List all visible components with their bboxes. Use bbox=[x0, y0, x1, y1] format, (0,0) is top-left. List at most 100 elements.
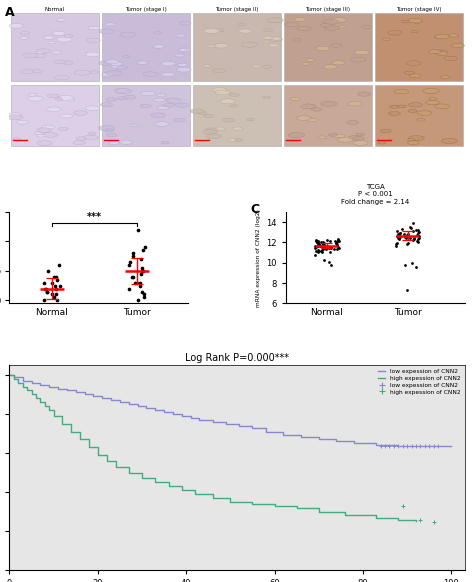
Point bbox=[404, 238, 412, 247]
Point bbox=[397, 228, 404, 237]
Circle shape bbox=[176, 68, 191, 72]
Circle shape bbox=[323, 65, 337, 69]
Circle shape bbox=[85, 52, 100, 56]
Circle shape bbox=[397, 105, 406, 108]
Circle shape bbox=[36, 51, 44, 54]
Point bbox=[403, 285, 410, 294]
Circle shape bbox=[230, 105, 238, 107]
Circle shape bbox=[423, 88, 439, 94]
Circle shape bbox=[220, 99, 236, 104]
Circle shape bbox=[161, 72, 175, 77]
Point bbox=[314, 247, 321, 257]
Circle shape bbox=[332, 61, 345, 65]
Circle shape bbox=[199, 112, 207, 115]
Point bbox=[396, 232, 404, 241]
Point bbox=[402, 231, 410, 240]
Point bbox=[54, 275, 61, 285]
Point bbox=[332, 239, 339, 248]
Circle shape bbox=[378, 141, 386, 144]
Point bbox=[326, 247, 333, 257]
Text: ***: *** bbox=[87, 212, 102, 222]
Point bbox=[319, 239, 327, 249]
Point bbox=[401, 233, 409, 243]
Circle shape bbox=[388, 31, 402, 35]
Circle shape bbox=[267, 17, 283, 23]
Circle shape bbox=[247, 118, 255, 121]
Point bbox=[324, 236, 331, 245]
Circle shape bbox=[175, 103, 189, 107]
Point bbox=[141, 243, 148, 252]
Circle shape bbox=[356, 133, 365, 136]
Text: TCGA
P < 0.001
Fold change = 2.14: TCGA P < 0.001 Fold change = 2.14 bbox=[341, 184, 410, 205]
Point bbox=[403, 230, 410, 240]
Circle shape bbox=[203, 65, 211, 68]
Point bbox=[43, 287, 51, 296]
Point bbox=[414, 235, 422, 244]
Point bbox=[312, 236, 320, 246]
Point bbox=[400, 229, 408, 239]
Circle shape bbox=[157, 106, 169, 109]
Circle shape bbox=[99, 29, 114, 34]
Point bbox=[417, 516, 424, 525]
Circle shape bbox=[318, 136, 327, 139]
Circle shape bbox=[241, 42, 258, 47]
Circle shape bbox=[106, 70, 122, 76]
Circle shape bbox=[434, 36, 443, 38]
Point bbox=[41, 284, 49, 293]
Circle shape bbox=[52, 51, 62, 54]
Point bbox=[138, 287, 146, 296]
Circle shape bbox=[137, 61, 148, 65]
Point bbox=[334, 240, 341, 250]
Point bbox=[137, 269, 145, 279]
Point bbox=[394, 229, 401, 238]
Circle shape bbox=[83, 135, 99, 140]
Circle shape bbox=[264, 29, 273, 31]
Point bbox=[134, 225, 142, 235]
Point bbox=[48, 290, 56, 299]
Circle shape bbox=[297, 116, 311, 120]
Circle shape bbox=[426, 101, 439, 105]
Circle shape bbox=[362, 26, 372, 29]
Circle shape bbox=[100, 102, 112, 107]
Circle shape bbox=[389, 112, 401, 115]
Point bbox=[325, 257, 333, 267]
Point bbox=[395, 234, 403, 243]
Point bbox=[333, 238, 340, 247]
Point bbox=[392, 242, 400, 251]
Circle shape bbox=[36, 134, 46, 137]
Circle shape bbox=[8, 113, 21, 117]
Circle shape bbox=[324, 19, 339, 24]
Circle shape bbox=[353, 140, 368, 146]
Point bbox=[410, 226, 417, 235]
Point bbox=[333, 244, 340, 254]
Point bbox=[53, 296, 60, 305]
Circle shape bbox=[28, 96, 43, 101]
Circle shape bbox=[262, 96, 270, 98]
Point bbox=[413, 230, 421, 239]
Circle shape bbox=[338, 26, 346, 28]
Point bbox=[410, 233, 418, 242]
Point bbox=[414, 237, 422, 246]
Circle shape bbox=[176, 34, 185, 37]
Circle shape bbox=[348, 102, 362, 106]
Circle shape bbox=[215, 29, 224, 32]
Circle shape bbox=[105, 129, 114, 132]
Point bbox=[414, 225, 422, 235]
Point bbox=[333, 237, 341, 247]
Circle shape bbox=[292, 38, 301, 41]
Circle shape bbox=[238, 29, 252, 33]
Circle shape bbox=[321, 101, 337, 107]
Circle shape bbox=[155, 122, 169, 126]
Point bbox=[325, 243, 332, 253]
Point bbox=[409, 218, 416, 228]
Circle shape bbox=[42, 125, 55, 129]
Point bbox=[399, 501, 407, 510]
Circle shape bbox=[436, 34, 449, 39]
Point bbox=[138, 263, 146, 272]
Circle shape bbox=[140, 104, 151, 108]
Point bbox=[318, 241, 325, 250]
Text: C: C bbox=[250, 203, 259, 216]
Point bbox=[321, 243, 329, 252]
Point bbox=[56, 281, 64, 290]
Circle shape bbox=[120, 140, 133, 144]
